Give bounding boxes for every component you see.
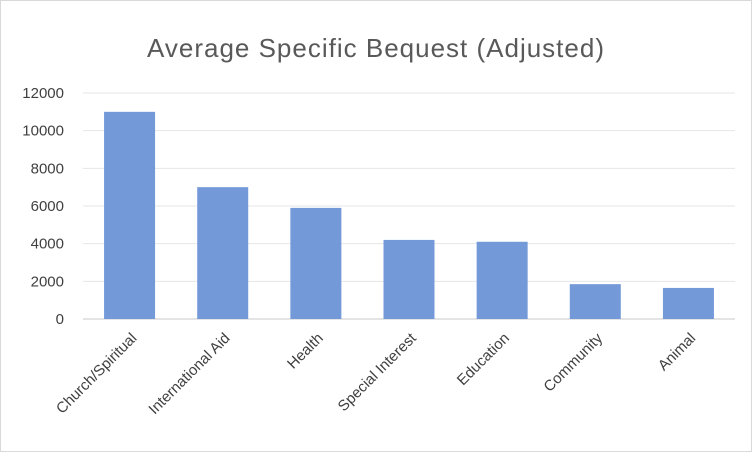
y-tick-label: 10000 (22, 123, 64, 140)
bars (104, 111, 714, 319)
bar-community (569, 284, 621, 319)
bar-animal (662, 287, 714, 319)
x-tick-label: Community (540, 329, 606, 395)
x-tick-label: International Aid (145, 330, 233, 418)
bar-special-interest (383, 239, 435, 319)
x-tick-label: Health (284, 330, 327, 373)
bar-health (290, 207, 342, 319)
x-tick-label: Church/Spiritual (53, 330, 140, 417)
bar-education (476, 241, 528, 319)
bar-international-aid (197, 187, 249, 319)
y-axis-ticks: 0 2000 4000 6000 8000 10000 12000 (22, 85, 64, 328)
x-tick-label: Special Interest (335, 329, 421, 415)
y-tick-label: 2000 (31, 273, 64, 290)
y-tick-label: 12000 (22, 85, 64, 102)
chart-title: Average Specific Bequest (Adjusted) (147, 33, 605, 63)
x-tick-label: Animal (655, 330, 699, 374)
bar-church-spiritual (104, 111, 156, 319)
y-tick-label: 6000 (31, 198, 64, 215)
x-axis-ticks: Church/Spiritual International Aid Health S… (53, 329, 699, 418)
y-tick-label: 4000 (31, 236, 64, 253)
x-tick-label: Education (454, 330, 513, 389)
y-tick-label: 8000 (31, 160, 64, 177)
y-tick-label: 0 (56, 311, 64, 328)
